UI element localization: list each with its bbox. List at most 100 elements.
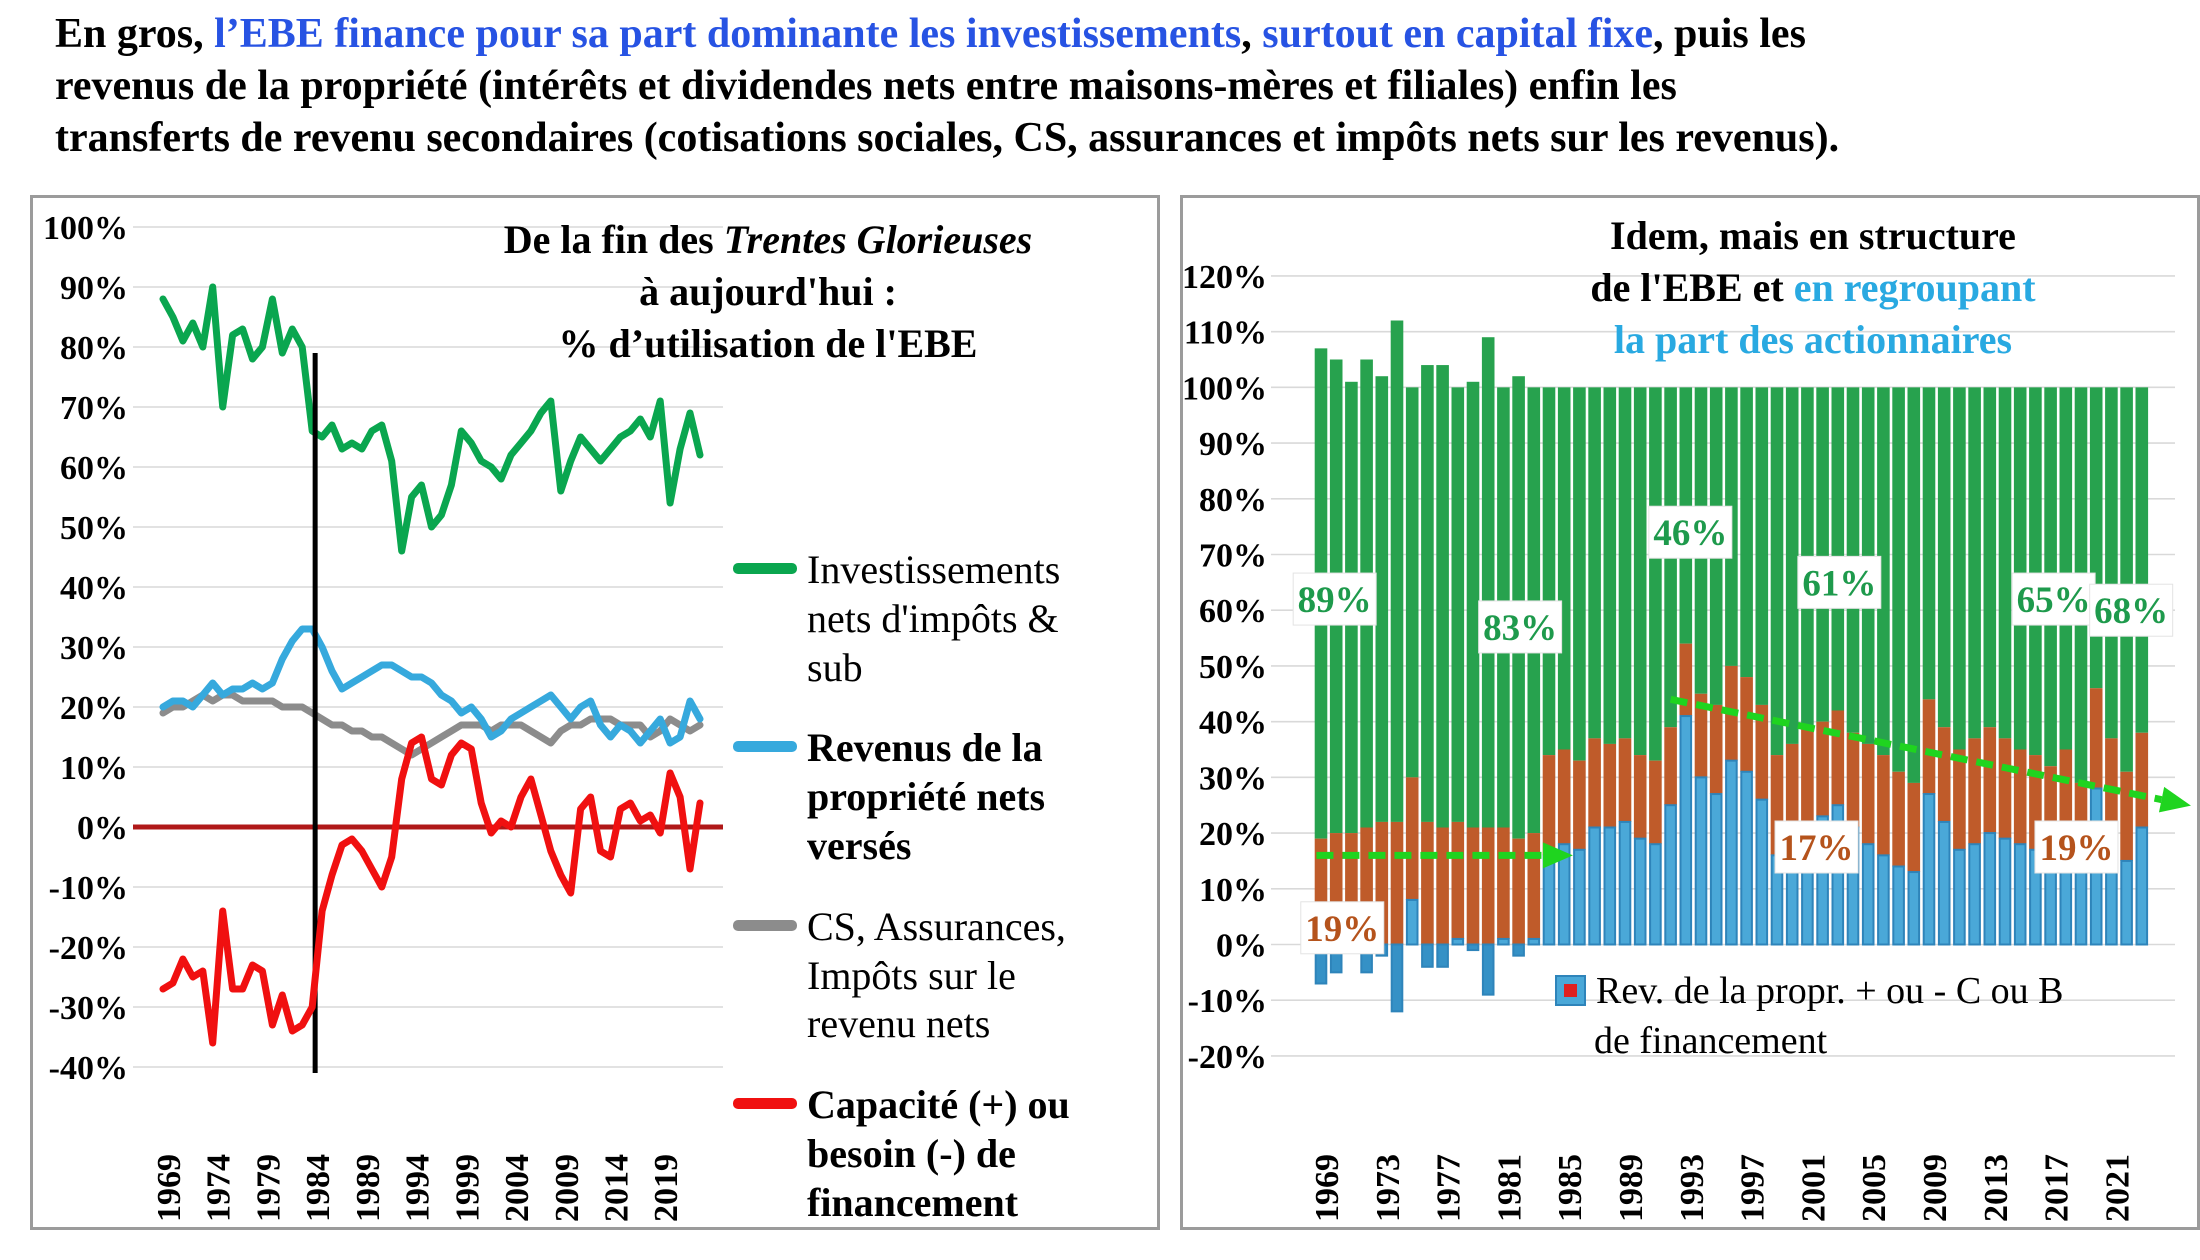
- bar-segment-rev-propriete-financement: [1512, 943, 1525, 957]
- bar-segment-rev-propriete-financement: [1481, 943, 1495, 996]
- bar-segment-cs-impots: [1831, 710, 1845, 806]
- bar-segment-cs-impots: [1405, 777, 1419, 900]
- bar-segment-rev-propriete-financement: [1907, 871, 1921, 946]
- x-axis-tick-label: 1989: [350, 1154, 387, 1222]
- bar-segment-rev-propriete-financement: [1436, 943, 1449, 968]
- bar-segment-rev-propriete-financement: [1816, 815, 1829, 946]
- bar-segment-rev-propriete-financement: [1603, 826, 1617, 946]
- x-axis-tick-label: 1994: [400, 1154, 437, 1222]
- bar-segment-investissements: [1968, 387, 1981, 739]
- y-axis-tick-label: 0%: [77, 810, 128, 847]
- bar-segment-investissements: [2029, 387, 2042, 756]
- bar-segment-cs-impots: [2135, 732, 2149, 828]
- bar-segment-investissements: [1481, 337, 1495, 828]
- x-axis-tick-label: 1981: [1491, 1154, 1528, 1222]
- bar-segment-rev-propriete-financement: [1527, 937, 1541, 946]
- bar-segment-rev-propriete-financement: [1466, 943, 1480, 952]
- legend-item-label: Capacité (+) ou besoin (-) de financement: [807, 1082, 1070, 1225]
- bar-segment-rev-propriete-financement: [1922, 793, 1936, 946]
- bar-segment-cs-impots: [1633, 755, 1647, 839]
- bar-segment-cs-impots: [1846, 732, 1860, 828]
- x-axis-tick-label: 1997: [1735, 1154, 1772, 1222]
- bar-segment-cs-impots: [1557, 749, 1571, 845]
- bar-segment-cs-impots: [1740, 677, 1753, 772]
- bar-segment-investissements: [1998, 387, 2012, 739]
- trend-arrow-line: [1669, 695, 2163, 804]
- bar-segment-investissements: [2013, 387, 2027, 750]
- annotation-label: 89%: [1298, 580, 1372, 621]
- bar-segment-investissements: [1816, 387, 1829, 722]
- bar-segment-rev-propriete-financement: [1861, 843, 1875, 946]
- bar-segment-rev-propriete-financement: [1709, 793, 1723, 946]
- bar-segment-investissements: [1953, 387, 1966, 750]
- title-cyan-text: en regroupant: [1793, 265, 2036, 310]
- y-axis-tick-label: 80%: [1199, 482, 1267, 519]
- bar-segment-cs-impots: [2059, 749, 2073, 834]
- y-axis-tick-label: 50%: [60, 510, 128, 547]
- x-axis-tick-label: 1974: [201, 1154, 238, 1222]
- bar-segment-cs-impots: [1998, 738, 2012, 839]
- right-legend-line-1: Rev. de la propr. + ou - C ou B: [1555, 966, 2064, 1016]
- bar-segment-cs-impots: [1497, 827, 1510, 939]
- left-chart-title: De la fin des Trentes Glorieuses à aujou…: [403, 214, 1133, 370]
- bar-segment-rev-propriete-financement: [1405, 898, 1419, 946]
- bar-segment-cs-impots: [2013, 749, 2027, 845]
- y-axis-tick-label: 110%: [1184, 315, 1267, 352]
- header-text-blue: l’EBE finance pour sa part dominante les…: [214, 11, 1242, 57]
- bar-segment-rev-propriete-financement: [2120, 859, 2133, 946]
- legend-item-label: Investissements nets d'impôts & sub: [807, 547, 1061, 690]
- bar-segment-cs-impots: [1466, 827, 1480, 945]
- right-title-line-2: de l'EBE et en regroupant: [1438, 262, 2188, 314]
- bar-segment-rev-propriete-financement: [1390, 943, 1404, 1013]
- bar-segment-investissements: [1633, 387, 1647, 756]
- x-axis-tick-label: 2005: [1856, 1154, 1893, 1222]
- x-axis-tick-label: 2001: [1795, 1154, 1832, 1222]
- y-axis-tick-label: 80%: [60, 330, 128, 367]
- bar-segment-cs-impots: [1968, 738, 1981, 845]
- title-text: De la fin des: [503, 217, 724, 262]
- bar-segment-investissements: [2089, 387, 2103, 689]
- x-axis-tick-label: 2009: [1917, 1154, 1954, 1222]
- header-line-3: transferts de revenu secondaires (cotisa…: [55, 115, 1840, 162]
- y-axis-tick-label: 60%: [1199, 593, 1267, 630]
- bar-segment-rev-propriete-financement: [1633, 837, 1647, 946]
- bar-segment-cs-impots: [1785, 743, 1799, 839]
- x-axis-tick-label: 2017: [2039, 1154, 2076, 1222]
- bar-segment-investissements: [1785, 387, 1799, 744]
- bar-segment-investissements: [1573, 387, 1586, 761]
- header-line-1: En gros, l’EBE finance pour sa part domi…: [55, 8, 2175, 60]
- legend-line-marker: [733, 563, 797, 574]
- x-axis-tick-label: 2021: [2099, 1154, 2136, 1222]
- y-axis-tick-label: 30%: [1199, 760, 1267, 797]
- bar-segment-investissements: [1588, 387, 1601, 739]
- bar-segment-cs-impots: [2089, 688, 2103, 789]
- header-text: ,: [1241, 11, 1263, 57]
- series-line-investissements: [159, 283, 704, 555]
- y-axis-tick-label: 10%: [60, 750, 128, 787]
- y-axis-tick-label: 20%: [1199, 816, 1267, 853]
- bar-segment-rev-propriete-financement: [1588, 826, 1601, 946]
- header-text: En gros,: [55, 11, 215, 57]
- bar-segment-rev-propriete-financement: [1831, 804, 1845, 946]
- right-chart-legend: Rev. de la propr. + ou - C ou B de finan…: [1555, 966, 2064, 1066]
- annotation-label: 46%: [1653, 513, 1727, 554]
- bar-segment-cs-impots: [1451, 821, 1465, 939]
- x-axis-tick-label: 1973: [1370, 1154, 1407, 1222]
- bar-segment-cs-impots: [1527, 833, 1541, 939]
- bar-segment-rev-propriete-financement: [1679, 715, 1693, 946]
- bar-segment-investissements: [2059, 387, 2073, 750]
- legend-item-3: Capacité (+) ou besoin (-) de financement: [733, 1081, 1157, 1227]
- y-axis-tick-label: 70%: [60, 390, 128, 427]
- legend-line-marker: [733, 741, 797, 753]
- axis-labels: -40% -30% -20% -10% 0% 10% 20% 30% 40% 50% 60% 70% 8…: [43, 210, 685, 1222]
- bar-segment-investissements: [1983, 387, 1997, 728]
- bar-segment-rev-propriete-financement: [1573, 848, 1586, 946]
- bar-segment-investissements: [1390, 320, 1404, 822]
- bar-segment-cs-impots: [1603, 743, 1617, 828]
- bar-segment-cs-impots: [1664, 727, 1677, 806]
- bar-segment-cs-impots: [1390, 821, 1404, 945]
- bar-segment-investissements: [1451, 387, 1465, 822]
- bar-segment-cs-impots: [1436, 827, 1449, 945]
- bar-segment-investissements: [1421, 365, 1434, 822]
